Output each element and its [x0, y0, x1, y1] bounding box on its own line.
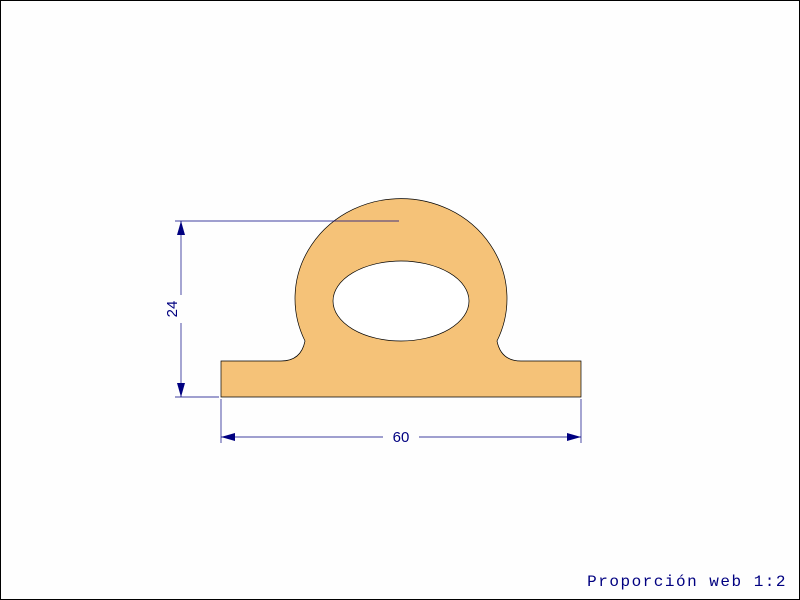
dimension-width-value: 60	[393, 429, 410, 446]
dimension-height-value: 24	[164, 301, 181, 318]
diagram-svg: 60 24	[1, 1, 800, 600]
dimension-width: 60	[221, 399, 581, 446]
footer-text: Proporción web 1:2	[587, 573, 787, 591]
profile-inner-hole	[333, 261, 469, 341]
diagram-canvas: 60 24 Proporción web 1:2	[0, 0, 800, 600]
profile-shape	[221, 199, 581, 397]
